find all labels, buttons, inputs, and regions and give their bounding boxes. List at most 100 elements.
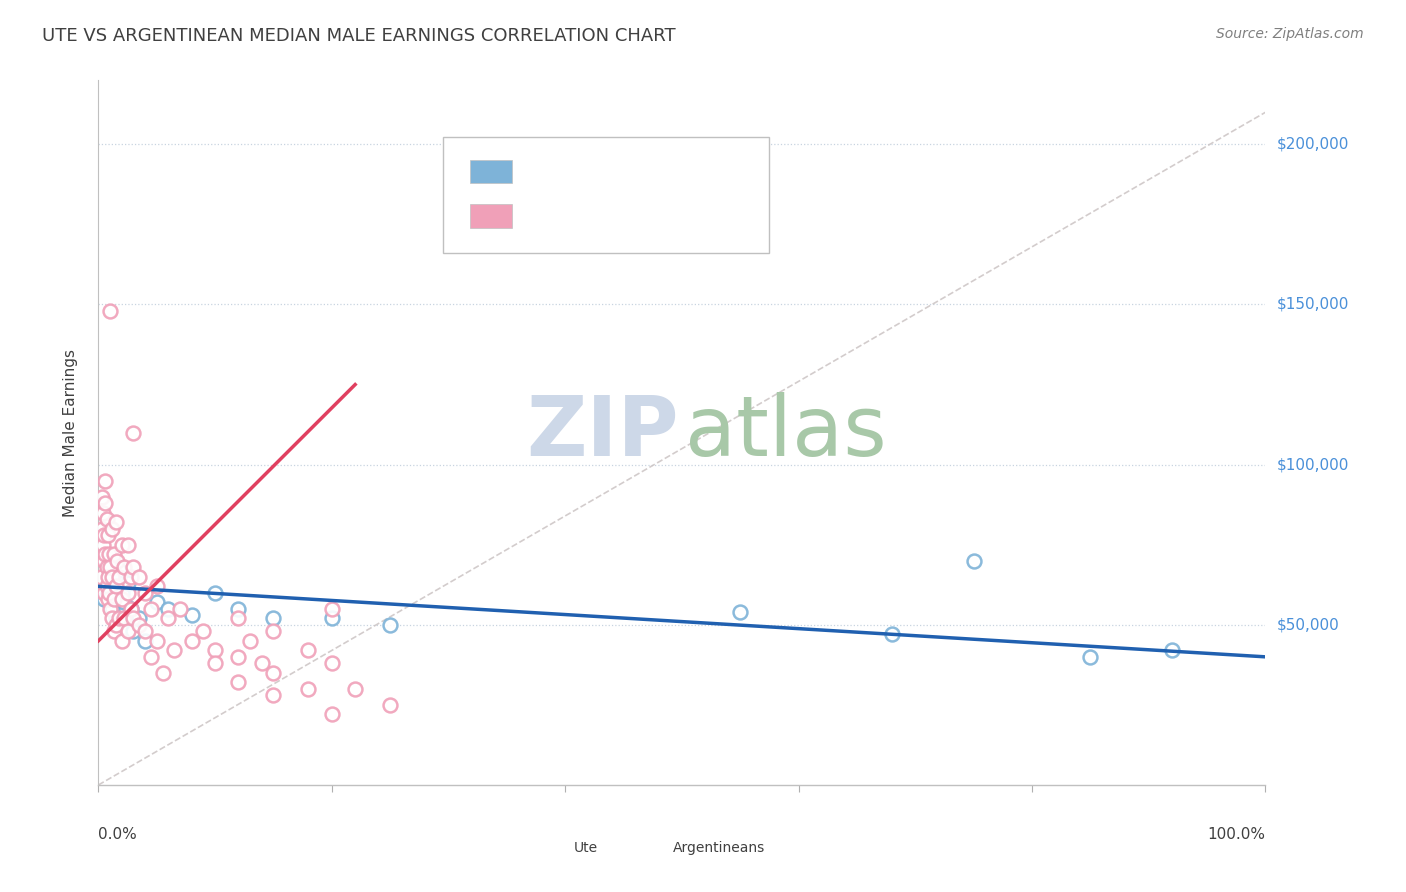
Text: $200,000: $200,000 [1277,136,1348,152]
Point [139,649,162,664]
Point [180,633,202,648]
Text: Source: ZipAtlas.com: Source: ZipAtlas.com [1216,27,1364,41]
Point [94,496,117,510]
Point [104,516,127,530]
Point [157,611,180,625]
Text: $100,000: $100,000 [1277,458,1348,472]
Point [96,512,118,526]
Point [117,538,139,552]
Point [117,576,139,591]
Point [122,560,145,574]
FancyBboxPatch shape [536,839,565,857]
Point [104,579,127,593]
Point [122,425,145,440]
Point [97,586,120,600]
Text: ZIP: ZIP [526,392,679,473]
Point [101,611,124,625]
Text: UTE VS ARGENTINEAN MEDIAN MALE EARNINGS CORRELATION CHART: UTE VS ARGENTINEAN MEDIAN MALE EARNINGS … [42,27,676,45]
Point [98,560,121,574]
Point [98,304,121,318]
Point [111,633,134,648]
Point [228,611,250,625]
Point [193,624,215,639]
Point [94,547,117,561]
Point [93,586,115,600]
Point [380,617,402,632]
Point [228,601,250,615]
Point [93,528,115,542]
Point [344,681,367,696]
Text: $150,000: $150,000 [1277,297,1348,312]
Point [97,547,120,561]
Point [228,649,250,664]
Point [112,595,135,609]
Point [1161,643,1184,657]
Point [101,570,124,584]
Point [101,601,124,615]
Point [97,579,120,593]
Point [262,688,284,702]
Point [146,633,169,648]
Point [111,586,134,600]
Point [128,611,150,625]
Point [117,624,139,639]
Text: N = 24: N = 24 [662,164,717,178]
Point [104,611,127,625]
Point [321,657,343,671]
Point [101,522,124,536]
Point [108,563,131,577]
Text: atlas: atlas [685,392,887,473]
Point [157,601,180,615]
FancyBboxPatch shape [470,204,512,227]
Text: $50,000: $50,000 [1277,617,1340,632]
Point [104,617,127,632]
Point [163,643,186,657]
Point [120,601,142,615]
Point [321,611,343,625]
Point [122,611,145,625]
Point [91,538,114,552]
Point [146,579,169,593]
Point [91,506,114,520]
Point [94,474,117,488]
Text: R =  0.253: R = 0.253 [527,208,606,223]
Point [93,592,115,607]
Text: 100.0%: 100.0% [1208,827,1265,842]
Point [250,657,273,671]
Point [1080,649,1102,664]
Point [297,681,319,696]
Point [90,490,112,504]
Point [204,643,226,657]
Point [103,624,125,639]
Point [146,595,169,609]
Point [962,554,984,568]
Point [90,522,112,536]
Point [97,592,120,607]
FancyBboxPatch shape [470,160,512,183]
Point [103,592,125,607]
Point [111,592,134,607]
Point [93,554,115,568]
Point [105,554,128,568]
Point [111,538,134,552]
Point [262,665,284,680]
Point [152,665,174,680]
Point [262,611,284,625]
Point [169,601,191,615]
Point [134,624,156,639]
Point [96,579,118,593]
Point [321,601,343,615]
Point [120,570,142,584]
Point [97,528,120,542]
Point [321,707,343,722]
Point [97,570,120,584]
Point [204,657,226,671]
Point [380,698,402,712]
Point [134,586,156,600]
Point [98,601,121,615]
Point [108,611,131,625]
Y-axis label: Median Male Earnings: Median Male Earnings [63,349,77,516]
Text: Ute: Ute [574,840,598,855]
Point [730,605,752,619]
Point [103,547,125,561]
